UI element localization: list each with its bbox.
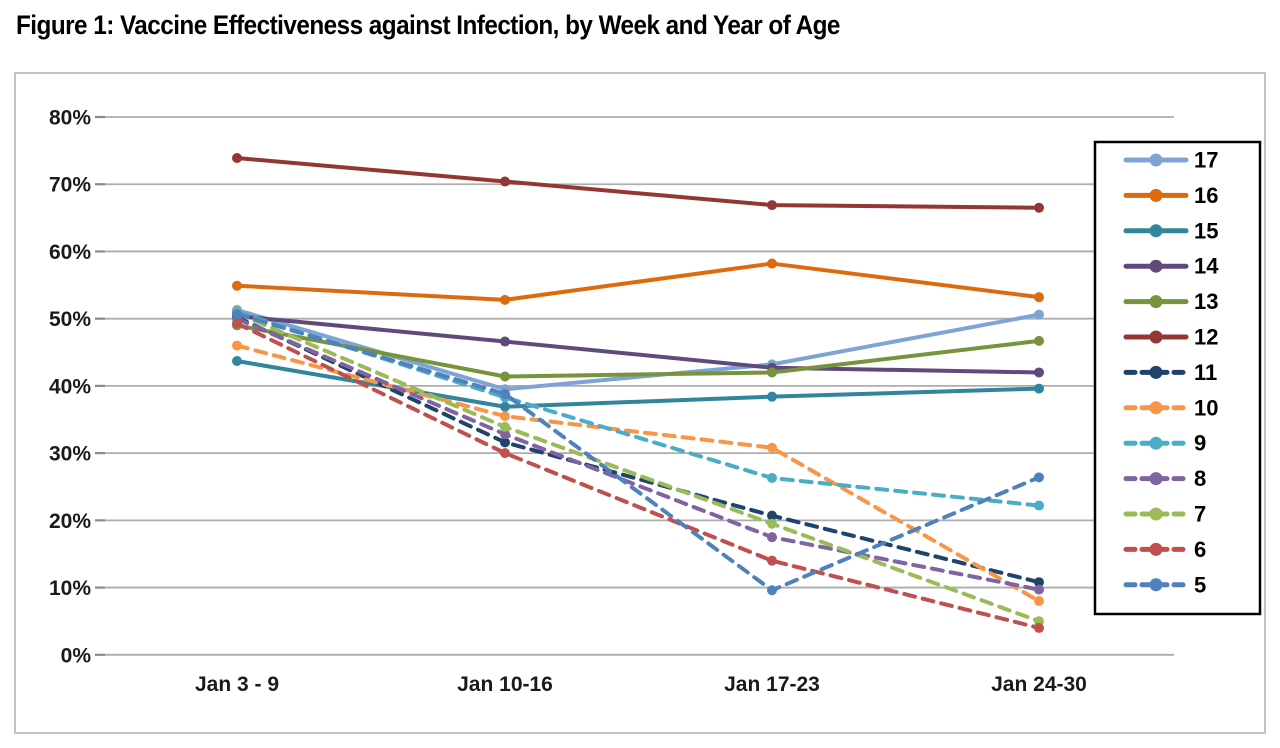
legend-label-age-12: 12 [1194,325,1218,350]
y-tick-label-20: 20% [49,510,91,533]
series-marker-age-9-week-2 [767,472,777,483]
legend-marker-age-16 [1149,188,1163,202]
legend-label-age-10: 10 [1194,395,1218,420]
series-marker-age-8-week-1 [500,429,510,440]
legend-label-age-13: 13 [1194,289,1218,314]
series-marker-age-16-week-0 [232,280,242,291]
series-line-age-16 [235,261,1041,302]
series-marker-age-8-week-2 [767,532,777,543]
series-line-age-14 [235,313,1041,375]
legend-label-age-14: 14 [1194,254,1219,279]
series-marker-age-7-week-2 [767,518,777,529]
series-marker-age-6-week-2 [767,555,777,566]
series-line-age-11 [235,315,1041,585]
series-marker-age-7-week-1 [500,421,510,432]
x-category-label-3: Jan 24-30 [991,673,1087,696]
series-line-age-6 [235,321,1041,630]
series-line-age-5 [235,311,1041,593]
series-line-age-9 [235,309,1041,508]
legend-marker-age-5 [1149,578,1163,592]
legend-marker-age-7 [1149,507,1163,521]
legend-marker-age-10 [1149,401,1163,415]
series-marker-age-16-week-1 [500,294,510,305]
y-tick-label-70: 70% [49,174,91,197]
series-marker-age-14-week-3 [1034,367,1044,378]
series-marker-age-15-week-3 [1034,383,1044,394]
legend-marker-age-14 [1149,259,1163,273]
series-marker-age-5-week-3 [1034,472,1044,483]
series-marker-age-15-week-2 [767,391,777,402]
series-marker-age-6-week-1 [500,448,510,459]
legend-marker-age-9 [1149,436,1163,450]
legend-label-age-16: 16 [1194,183,1218,208]
series-marker-age-8-week-3 [1034,584,1044,595]
legend-marker-age-8 [1149,472,1163,486]
y-tick-label-0: 0% [61,644,92,667]
series-marker-age-10-week-3 [1034,596,1044,607]
series-marker-age-10-week-2 [767,442,777,453]
series-line-age-12 [235,156,1041,210]
legend-label-age-15: 15 [1194,218,1218,243]
series-line-age-8 [235,316,1041,592]
x-category-label-0: Jan 3 - 9 [195,673,279,696]
series-marker-age-13-week-1 [500,371,510,382]
series-marker-age-9-week-3 [1034,500,1044,511]
series-marker-age-12-week-3 [1034,202,1044,213]
x-category-label-2: Jan 17-23 [724,673,820,696]
y-tick-label-10: 10% [49,577,91,600]
series-marker-age-6-week-0 [232,318,242,329]
series-line-age-15 [235,359,1041,409]
y-tick-label-40: 40% [49,375,91,398]
series-marker-age-6-week-3 [1034,622,1044,633]
series-marker-age-15-week-1 [500,401,510,412]
legend-marker-age-13 [1149,295,1163,309]
series-marker-age-10-week-1 [500,411,510,422]
series-line-age-7 [235,311,1041,624]
vaccine-effectiveness-line-chart: 80% 70% 60% 50% 40% 30% 20% 10% 0% Jan 3 - 9 Jan 1… [49,107,1262,696]
series-marker-age-14-week-1 [500,336,510,347]
series-marker-age-16-week-3 [1034,292,1044,303]
y-tick-label-60: 60% [49,241,91,264]
series-marker-age-5-week-1 [500,388,510,399]
legend-label-age-11: 11 [1194,360,1217,385]
legend-box [1093,140,1262,616]
legend-label-age-6: 6 [1194,537,1206,562]
figure-title: Figure 1: Vaccine Effectiveness against … [16,10,840,40]
y-tick-label-30: 30% [49,443,91,466]
legend-marker-age-11 [1149,365,1163,379]
y-tick-label-80: 80% [49,107,91,130]
series-marker-age-15-week-0 [232,356,242,367]
series-marker-age-12-week-0 [232,153,242,164]
series-marker-age-13-week-3 [1034,335,1044,346]
series-marker-age-17-week-3 [1034,309,1044,320]
series-marker-age-12-week-1 [500,176,510,187]
legend-marker-age-15 [1149,224,1163,238]
y-tick-label-50: 50% [49,308,91,331]
series-marker-age-12-week-2 [767,200,777,211]
series-line-age-13 [235,323,1041,379]
legend-label-age-9: 9 [1194,431,1206,456]
legend-label-age-8: 8 [1194,466,1206,491]
chart-frame: 80% 70% 60% 50% 40% 30% 20% 10% 0% Jan 3 - 9 Jan 1… [14,72,1266,734]
series-marker-age-13-week-2 [767,367,777,378]
legend-marker-age-12 [1149,330,1163,344]
x-category-label-1: Jan 10-16 [457,673,553,696]
series-marker-age-11-week-1 [500,437,510,448]
series-marker-age-11-week-3 [1034,577,1044,588]
series-marker-age-5-week-0 [232,308,242,319]
series-marker-age-10-week-0 [232,340,242,351]
legend-label-age-7: 7 [1194,502,1206,527]
legend-marker-age-17 [1149,153,1163,167]
legend-marker-age-6 [1149,542,1163,556]
legend-label-age-5: 5 [1194,572,1206,597]
series-line-age-10 [235,343,1041,604]
series-marker-age-16-week-2 [767,258,777,269]
legend-label-age-17: 17 [1194,148,1218,173]
series-marker-age-11-week-2 [767,510,777,521]
series-marker-age-5-week-2 [767,585,777,596]
